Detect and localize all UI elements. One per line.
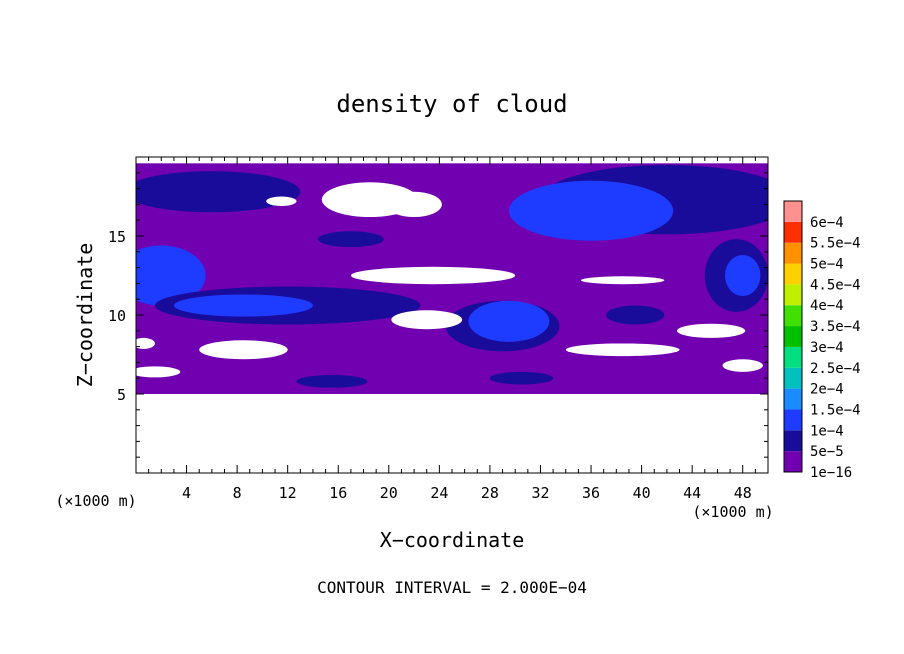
colorbar-swatch xyxy=(784,221,802,243)
colorbar-label: 5.5e−4 xyxy=(810,236,861,252)
contour-region-6 xyxy=(136,245,206,306)
chart-title: density of cloud xyxy=(336,90,567,118)
colorbar-label: 2e−4 xyxy=(810,382,844,398)
contour-region-3 xyxy=(508,180,674,241)
contour-field xyxy=(136,163,768,473)
contour-interval-footer: CONTOUR INTERVAL = 2.000E−04 xyxy=(317,578,587,597)
colorbar-label: 4.5e−4 xyxy=(810,277,861,293)
x-tick-label: 24 xyxy=(430,484,448,502)
x-tick-label: 16 xyxy=(329,484,347,502)
x-axis-ticks: 4 8 12 16 20 24 28 32 36 40 44 48 xyxy=(148,157,756,502)
colorbar-swatch xyxy=(784,346,802,368)
x-axis-label: X−coordinate xyxy=(380,528,525,552)
clear-region-22 xyxy=(676,323,746,338)
contour-region-8 xyxy=(173,294,313,317)
colorbar-label: 4e−4 xyxy=(810,298,844,314)
y-tick-label: 10 xyxy=(108,307,126,325)
colorbar-swatch xyxy=(784,305,802,327)
x-tick-label: 20 xyxy=(380,484,398,502)
clear-region-15 xyxy=(136,394,768,473)
colorbar-swatch xyxy=(784,451,802,472)
clear-region-25 xyxy=(136,337,155,349)
y-tick-label: 15 xyxy=(108,228,126,246)
clear-region-17 xyxy=(386,191,442,218)
x-tick-label: 4 xyxy=(182,484,191,502)
colorbar-label: 6e−4 xyxy=(810,215,844,231)
colorbar-label: 5e−4 xyxy=(810,257,844,273)
colorbar-label: 1.5e−4 xyxy=(810,402,861,418)
y-axis-ticks: 5 10 15 xyxy=(108,172,768,458)
y-tick-label: 5 xyxy=(117,386,126,404)
colorbar-swatch xyxy=(784,367,802,389)
colorbar-swatch xyxy=(784,326,802,347)
contour-region-1 xyxy=(136,171,301,213)
clear-region-19 xyxy=(350,266,516,285)
clear-region-21 xyxy=(580,276,665,285)
contour-region-12 xyxy=(318,231,384,248)
y-axis-label: Z−coordinate xyxy=(73,243,97,388)
x-unit-left: (×1000 m) xyxy=(55,492,136,510)
contour-region-13 xyxy=(296,375,368,388)
colorbar-label: 1e−4 xyxy=(810,423,844,439)
colorbar-label: 3e−4 xyxy=(810,340,844,356)
colorbar-label: 1e−16 xyxy=(810,465,852,481)
colorbar-frame xyxy=(783,200,803,473)
colorbar-swatch xyxy=(784,409,802,431)
contour-region-5 xyxy=(725,254,761,297)
clear-region-24 xyxy=(199,340,288,360)
colorbar-swatch xyxy=(784,263,802,285)
clear-region-27 xyxy=(722,359,763,372)
x-tick-label: 32 xyxy=(531,484,549,502)
x-unit-right: (×1000 m) xyxy=(692,503,773,521)
colorbar-label: 3.5e−4 xyxy=(810,319,861,335)
colorbar-swatch xyxy=(784,430,802,452)
clear-region-26 xyxy=(136,366,181,378)
colorbar-label: 5e−5 xyxy=(810,444,844,460)
x-tick-label: 40 xyxy=(633,484,651,502)
contour-region-10 xyxy=(468,300,550,342)
contour-region-11 xyxy=(606,305,665,325)
x-tick-label: 48 xyxy=(734,484,752,502)
clear-region-23 xyxy=(565,343,680,357)
colorbar-swatch xyxy=(784,242,802,264)
colorbar-swatch xyxy=(784,201,802,222)
x-tick-label: 8 xyxy=(233,484,242,502)
clear-region-20 xyxy=(391,310,463,330)
x-tick-label: 28 xyxy=(481,484,499,502)
x-tick-label: 12 xyxy=(279,484,297,502)
contour-region-14 xyxy=(489,371,554,385)
clear-region-18 xyxy=(266,196,297,206)
colorbar-label: 2.5e−4 xyxy=(810,361,861,377)
colorbar: 1e−16 5e−5 1e−4 1.5e−4 2e−4 2.5e−4 3e−4 3.5e−4 4… xyxy=(783,200,861,481)
x-tick-label: 36 xyxy=(582,484,600,502)
colorbar-swatch xyxy=(784,388,802,410)
x-tick-label: 44 xyxy=(683,484,701,502)
colorbar-swatch xyxy=(784,284,802,306)
